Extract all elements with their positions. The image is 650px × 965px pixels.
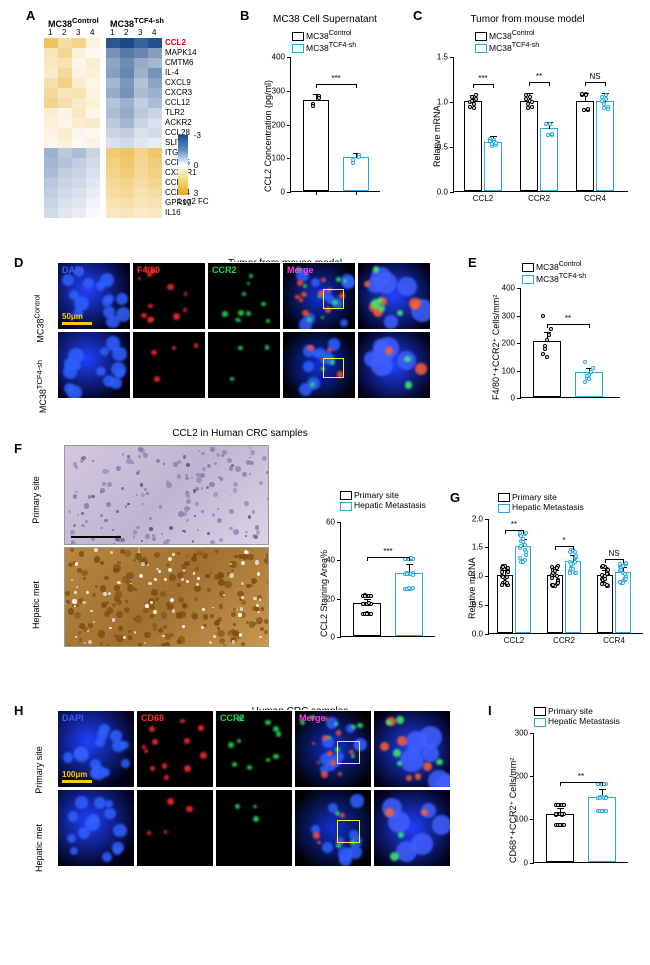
panel-h-label: H [14,703,23,718]
hm-colnums: 12341234 [44,28,229,38]
panel-f-legend: Primary site Hepatic Metastasis [340,490,426,511]
panel-f-title: CCL2 in Human CRC samples [40,428,440,439]
panel-b: MC38 Cell Supernatant MC38Control MC38TC… [250,14,400,184]
panel-i-legend: Primary site Hepatic Metastasis [534,706,650,727]
panel-d: Tumor from mouse model DAPI50μmF4/80CCR2… [35,258,435,269]
legend-label: Log2 FC [178,197,209,206]
panel-i-axes: CD68⁺+CCR2⁺ Cells/mm² 0100200300** [533,733,628,863]
panel-f: CCL2 in Human CRC samples Primary site H… [40,428,440,641]
panel-f-row1: Primary site [31,476,41,524]
ihc-primary [64,445,269,545]
panel-c: Tumor from mouse model MC38Control MC38T… [420,14,635,184]
panel-c-title: Tumor from mouse model [420,14,635,25]
panel-h-micrographs: DAPI100μmCD68CCR2Merge [57,710,451,867]
panel-e: MC38Control MC38TCF4-sh F4/80⁺+CCR2⁺ Cel… [478,258,638,392]
panel-c-axes: Relative mRNA 0.00.51.01.5CCL2***CCR2**C… [453,57,628,192]
panel-b-ylabel: CCL2 Concentration (pg/ml) [263,80,273,192]
panel-a-label: A [26,8,35,23]
panel-i-label: I [488,703,492,718]
panel-g-ylabel: Relative mRNA [467,557,477,619]
panel-g-axes: Relative mRNA 0.00.51.01.52.0CCL2**CCR2*… [488,519,643,634]
panel-e-legend: MC38Control MC38TCF4-sh [522,260,650,284]
panel-f-row2: Hepatic met [31,581,41,629]
panel-b-axes: CCL2 Concentration (pg/ml) 0100200300400… [290,57,380,192]
panel-g: Primary site Hepatic Metastasis Relative… [458,492,648,628]
panel-e-ylabel: F4/80⁺+CCR2⁺ Cells/mm² [491,295,502,400]
panel-i: Primary site Hepatic Metastasis CD68⁺+CC… [496,706,646,857]
panel-d-label: D [14,255,23,270]
panel-b-label: B [240,8,249,23]
panel-f-label: F [14,441,22,456]
heatmap-legend: -3 0 3 Log2 FC [178,135,209,206]
panel-h: Human CRC samples DAPI100μmCD68CCR2Merge… [35,706,455,717]
panel-b-title: MC38 Cell Supernatant [250,14,400,25]
panel-g-legend: Primary site Hepatic Metastasis [498,492,650,513]
panel-c-legend: MC38Control MC38TCF4-sh [475,29,650,53]
ihc-hepatic [64,547,269,647]
panel-e-label: E [468,255,477,270]
panel-c-ylabel: Relative mRNA [432,106,442,168]
panel-f-axes: CCL2 Staining Area% 0204060*** [340,522,435,637]
panel-e-axes: F4/80⁺+CCR2⁺ Cells/mm² 0100200300400** [520,288,620,398]
panel-d-micrographs: DAPI50μmF4/80CCR2Merge [57,262,431,399]
